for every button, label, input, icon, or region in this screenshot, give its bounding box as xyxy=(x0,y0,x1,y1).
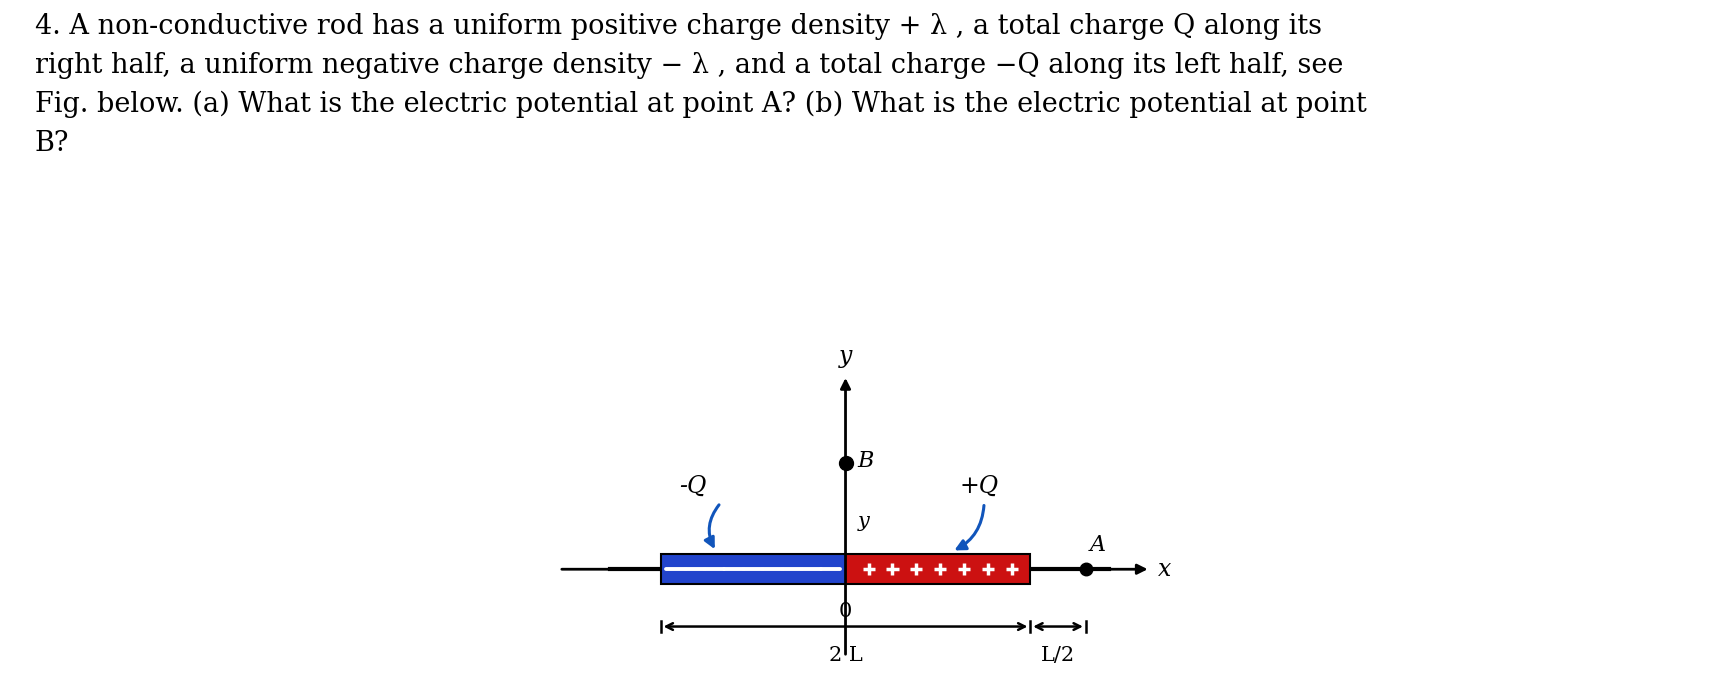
Text: 2 L: 2 L xyxy=(829,646,862,665)
Text: 4. A non-conductive rod has a uniform positive charge density + λ , a total char: 4. A non-conductive rod has a uniform po… xyxy=(35,13,1367,157)
Text: L/2: L/2 xyxy=(1040,646,1075,665)
Bar xyxy=(845,555,1030,584)
Text: +Q: +Q xyxy=(961,474,999,497)
Bar xyxy=(660,555,1030,584)
Bar xyxy=(660,555,845,584)
Text: -Q: -Q xyxy=(679,474,707,497)
Text: A: A xyxy=(1089,534,1106,556)
Text: 0: 0 xyxy=(838,602,852,621)
Text: x: x xyxy=(1158,558,1172,581)
Text: y: y xyxy=(838,345,852,367)
Text: B: B xyxy=(857,450,874,472)
Text: y: y xyxy=(857,511,869,531)
